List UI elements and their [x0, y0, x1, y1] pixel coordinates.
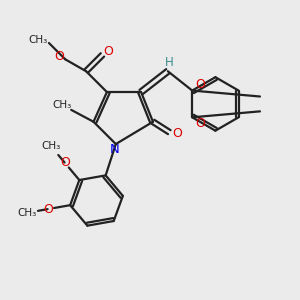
- Text: O: O: [172, 127, 182, 140]
- Text: O: O: [196, 117, 206, 130]
- Text: O: O: [43, 202, 53, 215]
- Text: H: H: [165, 56, 174, 69]
- Text: CH₃: CH₃: [53, 100, 72, 110]
- Text: O: O: [60, 157, 70, 169]
- Text: CH₃: CH₃: [41, 141, 61, 151]
- Text: N: N: [110, 143, 119, 156]
- Text: O: O: [103, 45, 113, 58]
- Text: O: O: [196, 77, 206, 91]
- Text: O: O: [54, 50, 64, 64]
- Text: CH₃: CH₃: [28, 35, 47, 45]
- Text: CH₃: CH₃: [17, 208, 37, 218]
